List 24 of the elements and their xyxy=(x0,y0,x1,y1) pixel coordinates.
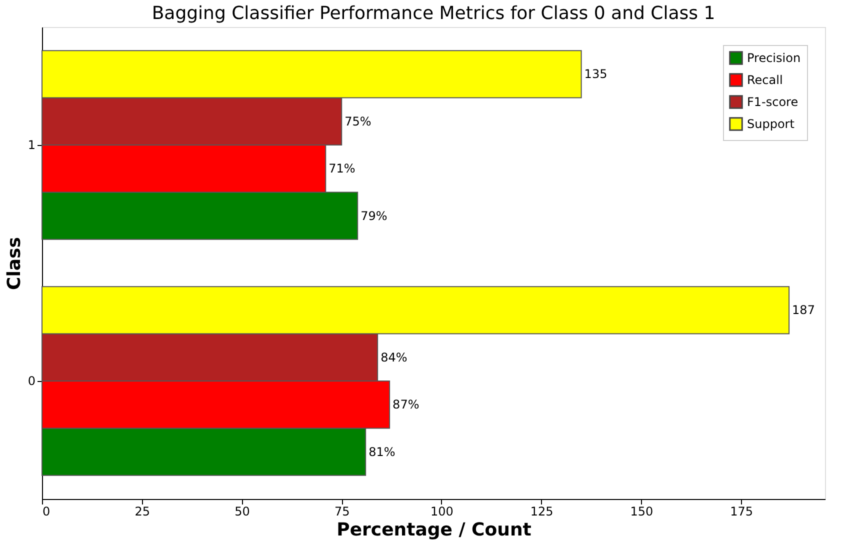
data-label: 79% xyxy=(360,208,388,223)
legend-label: Precision xyxy=(747,51,801,65)
data-label: 81% xyxy=(368,444,396,459)
x-tick-label: 50 xyxy=(234,504,250,518)
data-label: 187 xyxy=(792,303,815,318)
x-tick-label: 100 xyxy=(430,504,454,518)
chart-title: Bagging Classifier Performance Metrics for Class 0 and Class 1 xyxy=(152,3,716,24)
x-tick-label: 25 xyxy=(134,504,150,518)
legend-label: F1-score xyxy=(747,95,798,109)
y-axis-title: Class xyxy=(4,237,25,290)
legend-label: Support xyxy=(747,117,795,131)
data-label: 84% xyxy=(380,350,408,364)
x-tick-label: 0 xyxy=(42,504,50,518)
x-tick-label: 75 xyxy=(334,504,350,518)
data-label: 87% xyxy=(392,398,420,412)
y-tick-label: 1 xyxy=(28,138,36,152)
x-tick-label: 175 xyxy=(730,504,754,518)
data-label: 71% xyxy=(328,162,356,176)
x-axis-title: Percentage / Count xyxy=(336,520,532,540)
data-label: 75% xyxy=(344,114,372,128)
x-tick-label: 150 xyxy=(630,504,654,518)
x-tick-label: 125 xyxy=(530,504,554,518)
legend-label: Recall xyxy=(747,73,783,87)
data-label: 135 xyxy=(584,67,608,82)
